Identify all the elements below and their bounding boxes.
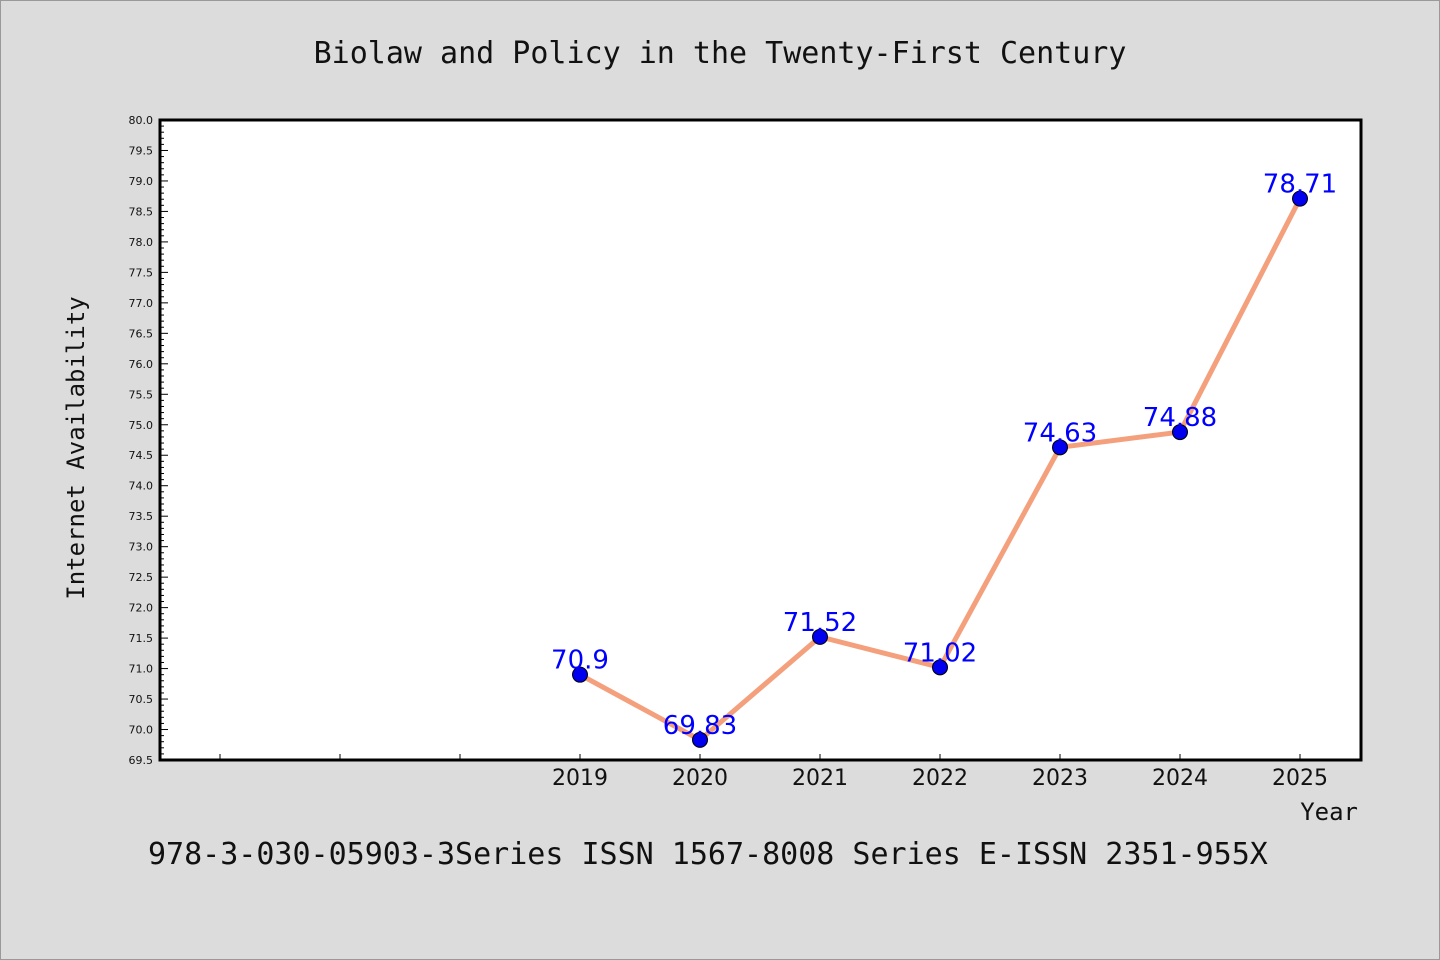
y-tick-label: 76.5 [129,327,154,340]
x-tick-label: 2022 [912,766,968,791]
y-tick-label: 71.5 [129,632,154,645]
y-tick-label: 77.0 [129,297,154,310]
series: 70.9 69.83 71.52 71.02 74.63 74.88 78.71 [551,170,1337,748]
y-tick-label: 80.0 [129,114,154,127]
y-tick-label: 77.5 [129,266,154,279]
y-tick-label: 73.5 [129,510,154,523]
x-tick-label: 2021 [792,766,848,791]
data-label: 70.9 [551,646,609,676]
y-tick-label: 79.0 [129,175,154,188]
y-tick-label: 75.0 [129,419,154,432]
y-tick-label: 73.0 [129,541,154,554]
data-point [1292,190,1308,207]
y-tick-label: 78.0 [129,236,154,249]
chart-title: Biolaw and Policy in the Twenty-First Ce… [314,36,1127,71]
data-label: 74.63 [1023,418,1097,448]
y-tick-label: 72.0 [129,602,154,615]
y-tick-label: 79.5 [129,144,154,157]
y-tick-label: 72.5 [129,571,154,584]
y-tick-label: 69.5 [129,754,154,767]
y-tick-label: 70.0 [129,724,154,737]
data-point [1052,439,1068,456]
data-label: 71.52 [783,608,857,638]
data-point [812,628,828,645]
data-label: 71.02 [903,638,977,668]
y-tick-label: 71.0 [129,663,154,676]
y-axis-label: Internet Availability [62,296,90,599]
y-tick-label: 76.0 [129,358,154,371]
y-tick-label: 78.5 [129,205,154,218]
data-point [692,731,708,748]
x-tick-label: 2024 [1152,766,1208,791]
data-point [932,659,948,676]
data-label: 74.88 [1143,403,1217,433]
y-tick-label: 74.0 [129,480,154,493]
data-point [572,666,588,683]
footer-isbn-text: 978-3-030-05903-3Series ISSN 1567-8008 S… [148,837,1268,872]
x-tick-label: 2025 [1272,766,1328,791]
x-tick-label: 2019 [552,766,608,791]
data-label: 69.83 [663,711,737,741]
x-tick-label: 2020 [672,766,728,791]
y-axis: 69.5 70.0 70.5 71.0 71.5 72.0 72.5 73.0 73.5 74.0… [129,114,168,767]
x-axis-label: Year [1300,798,1358,826]
x-axis: 2019 2020 2021 2022 2023 2024 2025 [219,754,1328,791]
plot-area [158,118,1363,762]
data-label: 78.71 [1263,170,1337,200]
y-tick-label: 70.5 [129,693,154,706]
x-tick-label: 2023 [1032,766,1088,791]
data-point [1172,424,1188,441]
y-tick-label: 75.5 [129,388,154,401]
y-tick-label: 74.5 [129,449,154,462]
